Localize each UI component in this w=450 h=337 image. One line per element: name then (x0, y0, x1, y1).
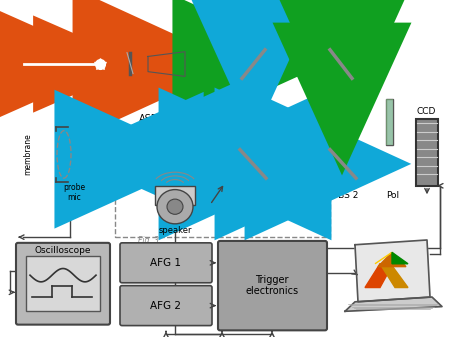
Polygon shape (380, 264, 408, 287)
Text: Nd:YAG Laser: Nd:YAG Laser (34, 39, 94, 48)
FancyBboxPatch shape (16, 243, 110, 325)
FancyBboxPatch shape (218, 241, 327, 330)
Text: probe
mic: probe mic (63, 183, 85, 202)
Text: NPBS 1: NPBS 1 (238, 191, 270, 200)
Polygon shape (68, 131, 238, 178)
Text: Pol: Pol (387, 191, 400, 200)
Bar (115, 146, 330, 237)
Polygon shape (365, 264, 392, 287)
Bar (155, 186, 195, 205)
Text: RB: RB (290, 55, 304, 64)
Text: speaker: speaker (158, 226, 192, 235)
Polygon shape (375, 252, 392, 264)
Bar (26, 256, 100, 311)
Polygon shape (148, 52, 185, 76)
Circle shape (157, 190, 193, 224)
Text: AFG 1: AFG 1 (150, 258, 181, 268)
Polygon shape (392, 252, 408, 264)
Text: GBE: GBE (156, 39, 175, 48)
Text: AFG 2: AFG 2 (150, 301, 181, 311)
FancyBboxPatch shape (120, 243, 212, 283)
Bar (416, 119, 438, 186)
Text: ASE: ASE (139, 114, 158, 124)
Text: $\lambda$/2: $\lambda$/2 (122, 37, 138, 50)
Polygon shape (378, 252, 406, 267)
Bar (235, 131, 243, 178)
Bar (386, 99, 393, 145)
Bar (386, 99, 393, 145)
Polygon shape (355, 240, 430, 302)
Polygon shape (345, 297, 442, 311)
Text: Trigger
electronics: Trigger electronics (245, 275, 298, 297)
Text: CCD: CCD (416, 107, 436, 116)
Text: Oscilloscope: Oscilloscope (35, 246, 91, 255)
Text: membrane: membrane (23, 133, 32, 175)
Text: PBS: PBS (247, 39, 264, 48)
Circle shape (167, 199, 183, 214)
Text: NPBS 2: NPBS 2 (326, 191, 358, 200)
Text: mirror: mirror (331, 39, 359, 48)
Bar (18, 50, 110, 78)
FancyBboxPatch shape (120, 286, 212, 326)
Text: Fig. 3: Fig. 3 (138, 237, 159, 245)
Text: OB: OB (252, 100, 261, 114)
